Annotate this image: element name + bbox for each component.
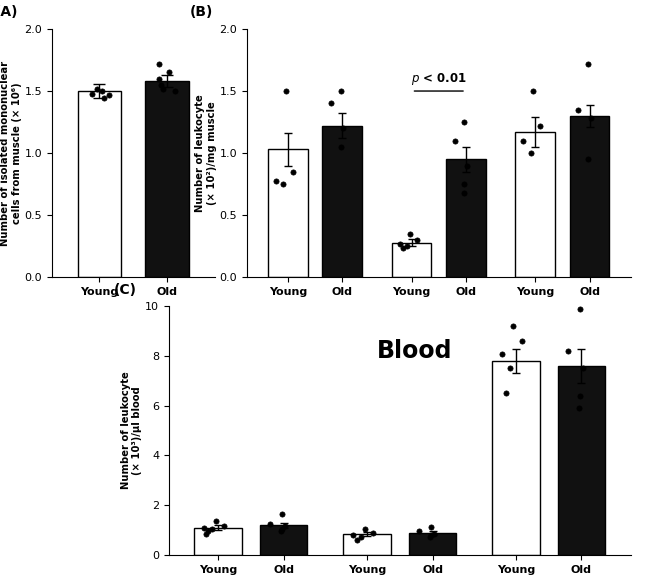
Point <box>517 336 527 346</box>
Point <box>154 74 164 83</box>
Point <box>425 532 436 542</box>
Point <box>505 364 515 373</box>
Point <box>411 236 422 245</box>
Bar <box>558 366 605 555</box>
Bar <box>146 81 188 277</box>
Point <box>338 124 348 133</box>
Point <box>426 523 436 532</box>
Point <box>104 90 114 99</box>
Bar <box>492 361 540 555</box>
Point <box>404 229 415 239</box>
Point <box>450 136 460 145</box>
Bar <box>260 525 307 555</box>
Point <box>335 86 346 95</box>
Point <box>277 524 287 533</box>
Point <box>497 349 507 358</box>
Point <box>278 180 289 189</box>
Point <box>326 99 336 108</box>
Point <box>395 239 405 249</box>
Text: Macrophages: Macrophages <box>276 375 354 384</box>
Point <box>583 59 593 68</box>
Point <box>460 117 470 127</box>
Point <box>563 346 573 355</box>
Text: CD11b⁺Ly-6G⁺: CD11b⁺Ly-6G⁺ <box>398 347 480 357</box>
Point <box>156 80 166 90</box>
Y-axis label: Number of isolated mononuclear
cells from muscle (× 10⁶): Number of isolated mononuclear cells fro… <box>0 61 21 246</box>
Point <box>574 403 584 413</box>
Bar <box>78 91 121 277</box>
Text: Blood: Blood <box>377 339 452 363</box>
Point <box>536 121 546 131</box>
Point <box>153 59 164 68</box>
Text: (A): (A) <box>0 5 19 20</box>
Point <box>96 86 107 95</box>
Point <box>575 304 585 313</box>
Text: T cells: T cells <box>543 375 581 384</box>
Y-axis label: Number of leukocyte
(× 10³)/µl blood: Number of leukocyte (× 10³)/µl blood <box>121 372 142 490</box>
Bar <box>343 533 391 555</box>
Bar <box>268 150 307 277</box>
Point <box>158 84 168 93</box>
Point <box>398 243 408 252</box>
Point <box>277 509 287 518</box>
Point <box>578 364 588 373</box>
Point <box>462 161 473 170</box>
Point <box>271 176 281 185</box>
Point <box>356 533 367 542</box>
Point <box>528 86 538 95</box>
Point <box>288 167 298 176</box>
Point <box>280 522 291 531</box>
Point <box>586 114 596 123</box>
Point <box>86 89 97 98</box>
Point <box>368 528 378 537</box>
Point <box>508 321 519 331</box>
Point <box>573 105 584 114</box>
Bar <box>409 533 456 555</box>
Point <box>500 388 511 398</box>
Point <box>429 529 439 538</box>
Point <box>348 531 358 540</box>
Point <box>219 522 229 531</box>
Point <box>211 517 221 526</box>
Bar <box>392 243 432 277</box>
Point <box>202 529 212 538</box>
Point <box>265 519 276 528</box>
Bar <box>515 132 555 277</box>
Bar <box>570 116 610 277</box>
Point <box>402 242 412 251</box>
Point <box>460 180 470 189</box>
Text: $\it{p}$ < 0.01: $\it{p}$ < 0.01 <box>411 71 467 87</box>
Bar <box>194 528 242 555</box>
Text: Neutrophils: Neutrophils <box>404 375 473 384</box>
Point <box>335 142 346 151</box>
Text: (B): (B) <box>190 5 213 20</box>
Point <box>459 188 469 198</box>
Bar <box>446 160 486 277</box>
Y-axis label: Number of leukocyte
(× 10²)/mg muscle: Number of leukocyte (× 10²)/mg muscle <box>195 94 216 212</box>
Point <box>518 136 528 145</box>
Point <box>352 535 362 544</box>
Point <box>276 527 287 536</box>
Point <box>575 391 585 401</box>
Point <box>207 524 218 533</box>
Text: CD45⁺CD3e⁺: CD45⁺CD3e⁺ <box>526 347 599 357</box>
Bar <box>322 126 362 277</box>
Text: (C): (C) <box>114 283 136 297</box>
Point <box>583 155 593 164</box>
Point <box>199 523 209 532</box>
Point <box>414 526 424 535</box>
Point <box>92 84 102 93</box>
Point <box>203 527 213 536</box>
Point <box>281 86 291 95</box>
Point <box>170 86 180 95</box>
Text: CD11b⁺F4/80⁺: CD11b⁺F4/80⁺ <box>274 347 356 357</box>
Point <box>426 531 436 540</box>
Point <box>99 94 110 103</box>
Point <box>525 149 536 158</box>
Point <box>359 524 370 533</box>
Point <box>164 68 175 77</box>
